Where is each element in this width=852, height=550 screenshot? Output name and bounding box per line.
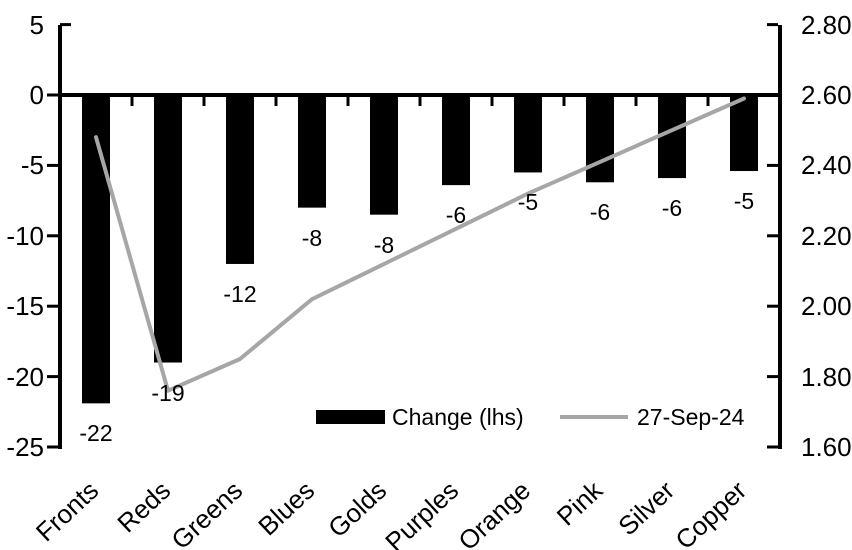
left-axis-tick bbox=[47, 234, 58, 238]
right-axis-tick bbox=[767, 304, 778, 308]
left-axis-tick bbox=[47, 163, 58, 167]
bar-reds bbox=[154, 95, 182, 363]
x-axis-tick bbox=[202, 95, 206, 106]
bar-copper bbox=[730, 95, 758, 172]
left-axis-tick bbox=[47, 93, 58, 97]
bar-purples bbox=[442, 95, 470, 186]
x-axis-tick bbox=[418, 95, 422, 106]
left-axis-tick bbox=[47, 375, 58, 379]
right-axis-tick bbox=[767, 93, 778, 97]
legend-label-line-series: 27-Sep-24 bbox=[637, 403, 745, 430]
line-series-swatch-icon bbox=[560, 415, 628, 419]
bar-blues bbox=[298, 95, 326, 208]
left-axis-tick bbox=[47, 304, 58, 308]
x-axis-tick bbox=[706, 95, 710, 106]
right-axis-tick bbox=[767, 163, 778, 167]
legend-label-bar-series: Change (lhs) bbox=[392, 403, 524, 430]
bar-golds bbox=[370, 95, 398, 215]
bar-pink bbox=[586, 95, 614, 183]
x-axis-tick bbox=[562, 95, 566, 106]
left-axis-tick bbox=[60, 23, 71, 27]
bar-orange bbox=[514, 95, 542, 173]
left-axis-tick bbox=[47, 445, 58, 449]
right-axis-line bbox=[778, 25, 782, 449]
x-axis-tick bbox=[346, 95, 350, 106]
x-axis-tick bbox=[130, 95, 134, 106]
bar-greens bbox=[226, 95, 254, 264]
legend-item-line-series: 27-Sep-24 bbox=[560, 404, 744, 430]
x-axis-tick bbox=[634, 95, 638, 106]
legend-item-bar-series: Change (lhs) bbox=[316, 404, 524, 430]
right-axis-tick bbox=[767, 445, 778, 449]
x-axis-tick bbox=[274, 95, 278, 106]
right-axis-tick bbox=[767, 375, 778, 379]
right-axis-tick bbox=[767, 23, 778, 27]
bar-silver bbox=[658, 95, 686, 179]
line-series bbox=[94, 96, 746, 393]
bar-fronts bbox=[82, 95, 110, 404]
x-axis-tick bbox=[490, 95, 494, 106]
left-axis-line bbox=[58, 25, 62, 449]
right-axis-tick bbox=[767, 234, 778, 238]
bar-series-swatch-icon bbox=[316, 410, 385, 424]
